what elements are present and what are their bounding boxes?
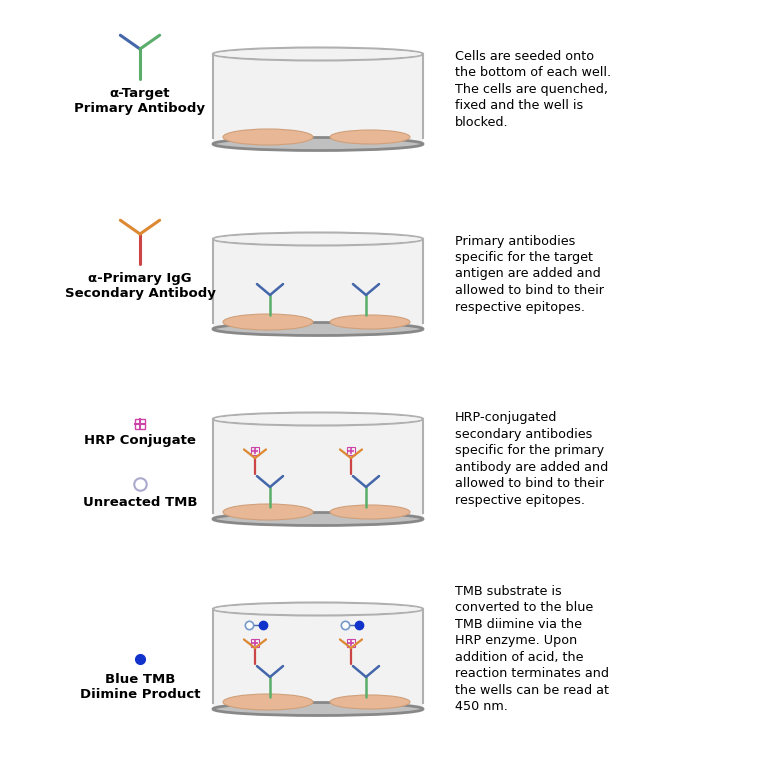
Bar xyxy=(251,639,259,647)
Text: Cells are seeded onto
the bottom of each well.
The cells are quenched,
fixed and: Cells are seeded onto the bottom of each… xyxy=(455,50,611,128)
Ellipse shape xyxy=(213,603,423,616)
Bar xyxy=(347,639,355,647)
Bar xyxy=(213,609,423,709)
Ellipse shape xyxy=(330,315,410,329)
Text: HRP Conjugate: HRP Conjugate xyxy=(84,434,196,447)
Text: Blue TMB
Diimine Product: Blue TMB Diimine Product xyxy=(79,673,200,701)
Ellipse shape xyxy=(223,314,313,330)
Ellipse shape xyxy=(215,414,422,424)
Ellipse shape xyxy=(213,138,423,151)
Ellipse shape xyxy=(213,47,423,60)
Ellipse shape xyxy=(223,129,313,145)
Text: HRP-conjugated
secondary antibodies
specific for the primary
antibody are added : HRP-conjugated secondary antibodies spec… xyxy=(455,411,608,507)
Text: Primary antibodies
specific for the target
antigen are added and
allowed to bind: Primary antibodies specific for the targ… xyxy=(455,235,604,313)
Ellipse shape xyxy=(330,505,410,519)
Bar xyxy=(213,419,423,519)
Ellipse shape xyxy=(215,49,422,59)
Ellipse shape xyxy=(213,322,423,335)
Ellipse shape xyxy=(330,130,410,144)
Ellipse shape xyxy=(215,234,422,244)
Ellipse shape xyxy=(213,232,423,245)
Bar xyxy=(135,419,145,429)
Bar xyxy=(347,448,355,455)
Text: Unreacted TMB: Unreacted TMB xyxy=(83,496,197,509)
Ellipse shape xyxy=(213,703,423,716)
Ellipse shape xyxy=(213,413,423,426)
Text: α-Primary IgG
Secondary Antibody: α-Primary IgG Secondary Antibody xyxy=(65,272,215,300)
Bar xyxy=(213,54,423,144)
Ellipse shape xyxy=(223,504,313,520)
Text: TMB substrate is
converted to the blue
TMB diimine via the
HRP enzyme. Upon
addi: TMB substrate is converted to the blue T… xyxy=(455,584,609,714)
Bar xyxy=(251,448,259,455)
Ellipse shape xyxy=(330,695,410,709)
Text: α-Target
Primary Antibody: α-Target Primary Antibody xyxy=(75,87,206,115)
Ellipse shape xyxy=(223,694,313,710)
Ellipse shape xyxy=(213,513,423,526)
Ellipse shape xyxy=(215,604,422,614)
Bar xyxy=(213,239,423,329)
